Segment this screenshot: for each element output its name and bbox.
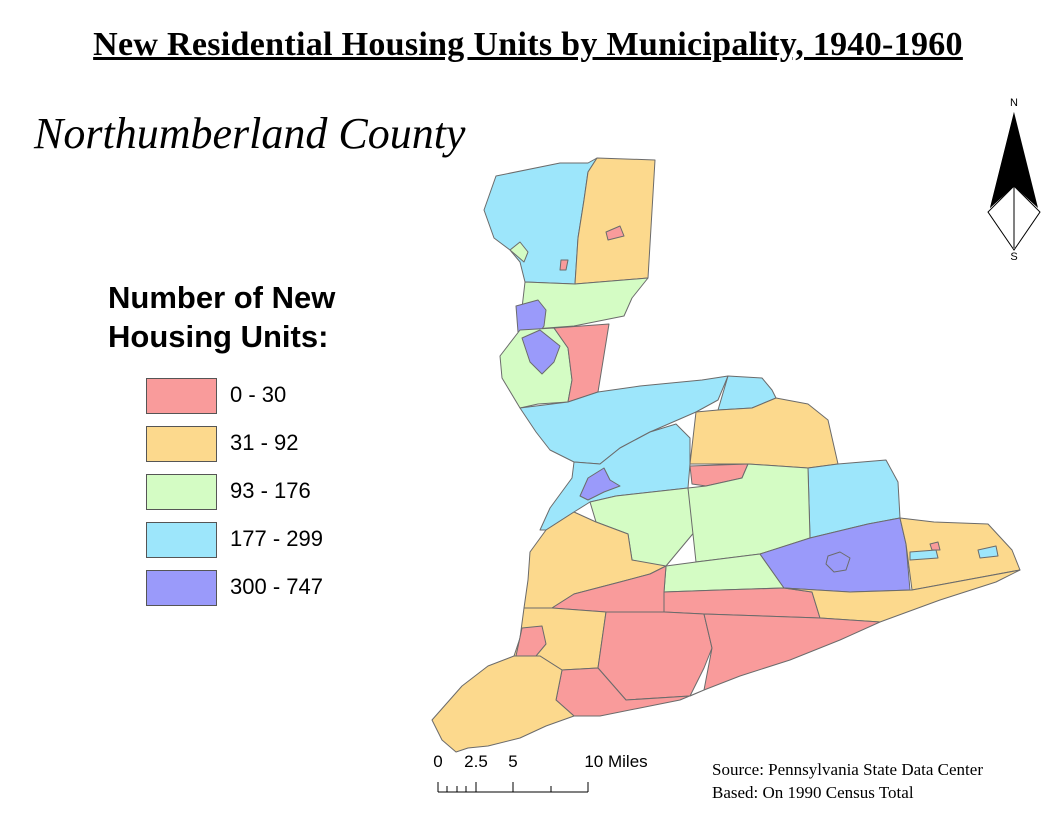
source-basis-line: Based: On 1990 Census Total	[712, 783, 914, 802]
municipality-region	[783, 569, 1021, 623]
municipality-region	[574, 157, 656, 285]
legend-swatch	[146, 426, 217, 462]
municipality-region	[909, 549, 939, 561]
municipality-region	[431, 655, 575, 753]
legend-label: 177 - 299	[230, 526, 323, 551]
legend-label: 300 - 747	[230, 574, 323, 599]
scale-bar: 0 2.5 5 10 Miles	[433, 752, 648, 793]
legend-label: 93 - 176	[230, 478, 311, 503]
municipality-region	[825, 551, 851, 573]
legend-title: Number of New Housing Units:	[108, 278, 408, 356]
municipality-region	[703, 613, 881, 691]
legend-swatch	[146, 522, 217, 558]
legend-swatch	[146, 570, 217, 606]
county-name: Northumberland County	[34, 109, 466, 158]
municipality-region	[899, 517, 1021, 591]
scale-label: 10 Miles	[584, 752, 647, 771]
municipality-region	[579, 467, 621, 501]
legend-title-line1: Number of New	[108, 280, 336, 315]
municipality-region	[515, 625, 547, 657]
municipality-region	[521, 329, 561, 375]
legend-swatch	[146, 474, 217, 510]
north-arrow-icon: N S	[987, 97, 1041, 263]
municipality-region	[559, 259, 569, 271]
south-label: S	[1010, 251, 1017, 263]
scale-label: 5	[508, 752, 517, 771]
legend-title-line2: Housing Units:	[108, 319, 329, 354]
municipality-region	[977, 545, 999, 559]
scale-label: 0	[433, 752, 442, 771]
municipality-region	[689, 397, 839, 469]
source-note: Source: Pennsylvania State Data Center B…	[712, 758, 983, 804]
scale-label: 2.5	[464, 752, 488, 771]
map-title: New Residential Housing Units by Municip…	[93, 26, 963, 63]
source-line: Source: Pennsylvania State Data Center	[712, 760, 983, 779]
north-label: N	[1010, 97, 1018, 109]
municipality-region	[509, 241, 529, 263]
municipality-region	[605, 225, 625, 241]
legend-label: 31 - 92	[230, 430, 299, 455]
municipality-region	[929, 541, 941, 551]
legend-label: 0 - 30	[230, 382, 287, 407]
legend-swatch	[146, 378, 217, 414]
